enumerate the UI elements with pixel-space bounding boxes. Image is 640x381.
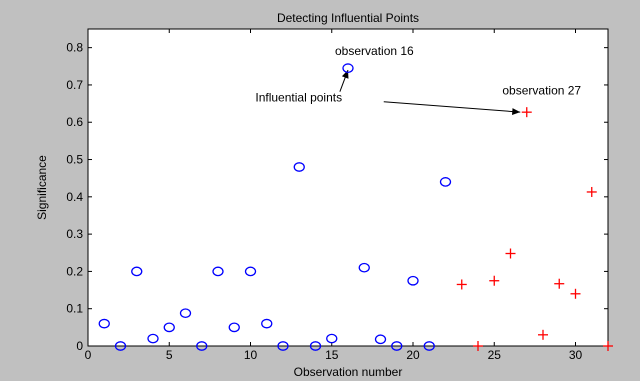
data-point-circle bbox=[423, 341, 435, 351]
annotation-label: observation 27 bbox=[502, 83, 581, 97]
annotation-arrow bbox=[383, 101, 521, 116]
y-axis-ticks: 0 0.1 0.2 0.3 0.4 0.5 0.6 0.7 0.8 bbox=[66, 41, 608, 353]
data-point-plus bbox=[473, 341, 483, 351]
data-point-circle bbox=[261, 318, 273, 329]
data-point-plus bbox=[603, 341, 613, 351]
data-point-circle bbox=[131, 266, 143, 277]
data-point-plus bbox=[456, 279, 467, 290]
annotation-label: observation 16 bbox=[335, 44, 414, 58]
y-tick-label: 0.8 bbox=[66, 41, 83, 55]
x-tick-label: 10 bbox=[244, 348, 258, 362]
data-point-circle bbox=[391, 341, 403, 351]
data-point-circle bbox=[244, 266, 257, 277]
data-point-plus bbox=[505, 248, 516, 259]
data-point-circle bbox=[407, 275, 419, 286]
y-tick-label: 0.3 bbox=[66, 227, 83, 241]
data-point-circle bbox=[163, 322, 175, 333]
data-point-plus bbox=[554, 278, 565, 289]
data-point-circle bbox=[228, 322, 240, 333]
data-point-plus bbox=[586, 186, 597, 197]
data-point-plus bbox=[521, 107, 532, 118]
y-tick-label: 0.6 bbox=[66, 115, 83, 129]
x-tick-label: 5 bbox=[166, 348, 173, 362]
data-point-circle bbox=[342, 63, 354, 74]
data-point-circle bbox=[326, 333, 338, 344]
annotations: observation 16 observation 27 Influential … bbox=[255, 44, 581, 105]
data-point-plus bbox=[570, 288, 581, 299]
data-point-circle bbox=[98, 318, 110, 329]
y-tick-label: 0 bbox=[76, 339, 83, 353]
y-tick-label: 0.7 bbox=[66, 78, 83, 92]
data-point-circle bbox=[212, 266, 224, 277]
data-point-circle bbox=[147, 333, 159, 344]
data-point-circle bbox=[358, 262, 370, 273]
annotation-label: Influential points bbox=[255, 91, 342, 105]
data-point-circle bbox=[439, 177, 452, 187]
data-point-plus bbox=[489, 275, 500, 286]
x-axis-ticks: 0 5 10 15 20 25 30 bbox=[85, 29, 583, 362]
y-tick-label: 0.5 bbox=[66, 153, 83, 167]
x-tick-label: 25 bbox=[488, 348, 502, 362]
x-tick-label: 15 bbox=[325, 348, 339, 362]
data-point-circle bbox=[277, 341, 289, 351]
x-tick-label: 20 bbox=[406, 348, 420, 362]
y-tick-label: 0.4 bbox=[66, 190, 83, 204]
y-tick-label: 0.2 bbox=[66, 264, 83, 278]
data-point-circle bbox=[196, 341, 208, 351]
x-tick-label: 30 bbox=[569, 348, 583, 362]
plot-area bbox=[87, 28, 609, 347]
y-axis-label: Significance bbox=[35, 155, 49, 220]
data-point-circle bbox=[309, 341, 322, 351]
data-point-circle bbox=[114, 341, 127, 351]
x-tick-label: 0 bbox=[85, 348, 92, 362]
data-point-circle bbox=[374, 334, 387, 345]
series-circles bbox=[98, 63, 452, 351]
data-point-circle bbox=[179, 308, 192, 319]
series-plus bbox=[456, 107, 613, 351]
chart-title: Detecting Influential Points bbox=[277, 11, 419, 25]
y-tick-label: 0.1 bbox=[66, 302, 83, 316]
x-axis-label: Observation number bbox=[294, 365, 403, 379]
data-point-plus bbox=[538, 329, 548, 340]
data-point-circle bbox=[293, 162, 305, 172]
